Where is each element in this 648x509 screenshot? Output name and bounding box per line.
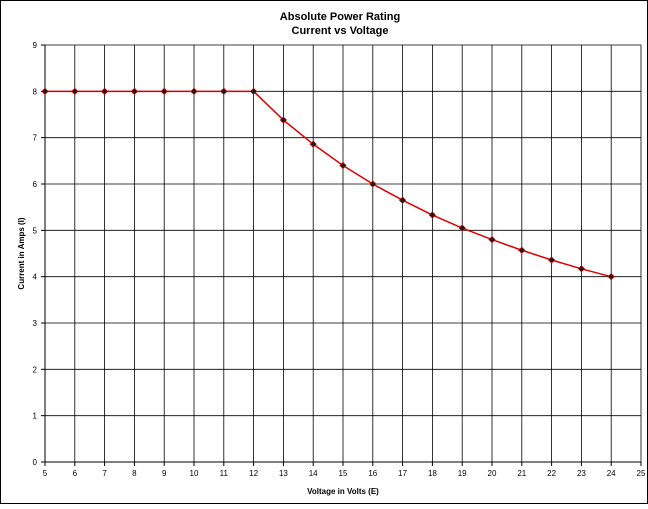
x-tick-label: 20 bbox=[488, 469, 497, 478]
y-tick-label: 1 bbox=[33, 412, 38, 421]
x-tick-label: 11 bbox=[220, 469, 229, 478]
y-tick-labels: 0 1 2 3 4 5 6 7 8 9 bbox=[33, 41, 38, 467]
x-tick-label: 21 bbox=[517, 469, 526, 478]
data-point bbox=[190, 87, 198, 95]
y-tick-label: 4 bbox=[33, 273, 38, 282]
y-tick-label: 9 bbox=[33, 41, 38, 50]
data-point bbox=[369, 180, 377, 188]
data-point bbox=[577, 265, 586, 273]
x-tick-label: 12 bbox=[249, 469, 258, 478]
x-tick-label: 19 bbox=[458, 469, 467, 478]
y-tick-label: 6 bbox=[33, 180, 38, 189]
x-tick-label: 18 bbox=[428, 469, 437, 478]
grid bbox=[45, 44, 642, 462]
data-point bbox=[428, 211, 437, 219]
y-tick-label: 7 bbox=[33, 134, 38, 143]
x-tick-label: 22 bbox=[547, 469, 556, 478]
axes bbox=[41, 44, 642, 466]
x-tick-labels: 5 6 7 8 9 10 11 12 13 14 15 16 17 18 19 20 21 22 23 24 25 bbox=[43, 469, 646, 478]
x-tick-label: 13 bbox=[279, 469, 288, 478]
x-tick-label: 8 bbox=[132, 469, 137, 478]
data-point bbox=[547, 256, 556, 264]
chart-subtitle: Current vs Voltage bbox=[292, 25, 389, 37]
data-point bbox=[100, 87, 109, 95]
data-point bbox=[279, 116, 288, 124]
data-point bbox=[339, 161, 347, 170]
x-tick-label: 14 bbox=[309, 469, 318, 478]
x-tick-label: 5 bbox=[43, 469, 48, 478]
y-tick-label: 0 bbox=[33, 458, 38, 467]
x-tick-label: 16 bbox=[368, 469, 377, 478]
data-point bbox=[249, 87, 258, 95]
data-point bbox=[398, 196, 407, 204]
data-point bbox=[41, 87, 49, 95]
x-tick-label: 25 bbox=[637, 469, 646, 478]
x-axis-label: Voltage in Volts (E) bbox=[307, 487, 379, 496]
x-tick-label: 15 bbox=[339, 469, 348, 478]
data-point bbox=[607, 273, 615, 281]
x-tick-label: 7 bbox=[102, 469, 107, 478]
data-point bbox=[130, 87, 139, 95]
x-tick-label: 6 bbox=[73, 469, 78, 478]
data-point bbox=[458, 224, 466, 232]
x-tick-label: 9 bbox=[162, 469, 167, 478]
series-line bbox=[45, 90, 612, 278]
chart-title: Absolute Power Rating bbox=[280, 11, 400, 23]
y-tick-label: 5 bbox=[33, 226, 38, 235]
x-tick-label: 10 bbox=[190, 469, 199, 478]
x-tick-label: 24 bbox=[607, 469, 616, 478]
data-point bbox=[160, 87, 168, 95]
x-tick-label: 17 bbox=[398, 469, 407, 478]
y-axis-label: Current in Amps (I) bbox=[17, 217, 26, 289]
data-point bbox=[71, 87, 79, 95]
data-point bbox=[309, 140, 317, 148]
x-tick-label: 23 bbox=[577, 469, 586, 478]
data-point bbox=[518, 246, 526, 254]
y-tick-label: 2 bbox=[33, 365, 38, 374]
y-tick-label: 3 bbox=[33, 319, 38, 328]
data-point bbox=[220, 87, 228, 95]
series-group bbox=[41, 87, 615, 281]
data-point bbox=[488, 235, 496, 244]
y-tick-label: 8 bbox=[33, 87, 38, 96]
